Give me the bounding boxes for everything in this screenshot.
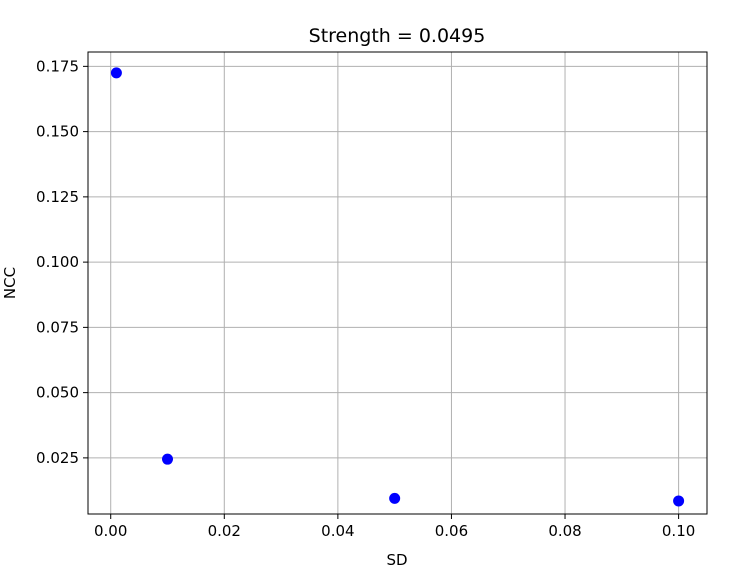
grid-layer: [88, 52, 707, 514]
data-point: [162, 453, 174, 465]
y-tick-label: 0.075: [36, 318, 79, 336]
y-tick-label: 0.175: [36, 57, 79, 75]
tick-layer: 0.00 0.02 0.04 0.06 0.08 0.10 0.025 0.050 0.075 0…: [36, 57, 695, 540]
x-tick-label: 0.02: [208, 522, 241, 540]
plot-frame: [87, 51, 708, 515]
x-tick-label: 0.04: [321, 522, 354, 540]
x-axis-label: SD: [386, 551, 407, 568]
y-axis-label: NCC: [1, 267, 19, 299]
data-point: [389, 492, 401, 504]
point-layer: [110, 67, 685, 507]
x-tick-label: 0.06: [435, 522, 468, 540]
data-point: [110, 67, 122, 79]
y-tick-label: 0.050: [36, 384, 79, 402]
y-tick-label: 0.150: [36, 123, 79, 141]
y-tick-label: 0.100: [36, 253, 79, 271]
chart-title: Strength = 0.0495: [309, 25, 486, 47]
y-tick-label: 0.125: [36, 188, 79, 206]
data-point: [673, 495, 685, 507]
x-tick-label: 0.10: [662, 522, 695, 540]
y-tick-label: 0.025: [36, 449, 79, 467]
x-tick-label: 0.00: [94, 522, 127, 540]
x-tick-label: 0.08: [548, 522, 581, 540]
